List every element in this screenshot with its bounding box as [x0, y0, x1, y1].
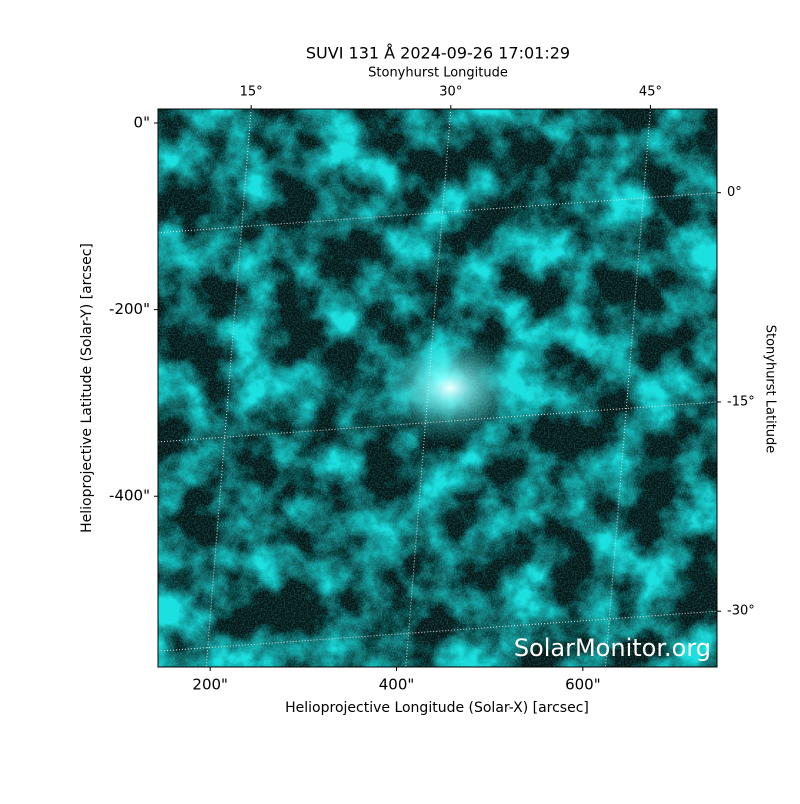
x-tick-label: 200" [192, 676, 228, 694]
watermark: SolarMonitor.org [514, 634, 711, 662]
plot-area [158, 109, 717, 667]
top-axis-label: Stonyhurst Longitude [368, 66, 508, 81]
right-axis-label: Stonyhurst Latitude [763, 325, 778, 454]
latitude-grid-line [158, 192, 717, 234]
latitude-grid-line [158, 401, 717, 443]
right-tick-label: -30° [727, 604, 755, 619]
y-axis-label: Helioprojective Latitude (Solar-Y) [arcs… [79, 243, 95, 533]
flare [375, 333, 525, 443]
longitude-grid-line [405, 109, 452, 667]
chart-title: SUVI 131 Å 2024-09-26 17:01:29 [306, 44, 570, 63]
top-tick-label: 15° [240, 85, 263, 100]
longitude-grid-line [604, 109, 651, 667]
y-tick-label: -400" [109, 487, 150, 505]
longitude-grid-line [205, 109, 252, 667]
x-tick-label: 600" [565, 676, 601, 694]
top-tick-label: 45° [639, 85, 662, 100]
right-tick-label: 0° [727, 185, 742, 200]
x-axis-label: Helioprojective Longitude (Solar-X) [arc… [285, 700, 589, 716]
y-tick-label: -200" [109, 300, 150, 318]
x-tick-label: 400" [379, 676, 415, 694]
y-tick-label: 0" [134, 113, 150, 131]
plot-frame [157, 108, 718, 668]
right-tick-label: -15° [727, 394, 755, 409]
top-tick-label: 30° [439, 85, 462, 100]
latitude-grid-line [158, 610, 717, 652]
